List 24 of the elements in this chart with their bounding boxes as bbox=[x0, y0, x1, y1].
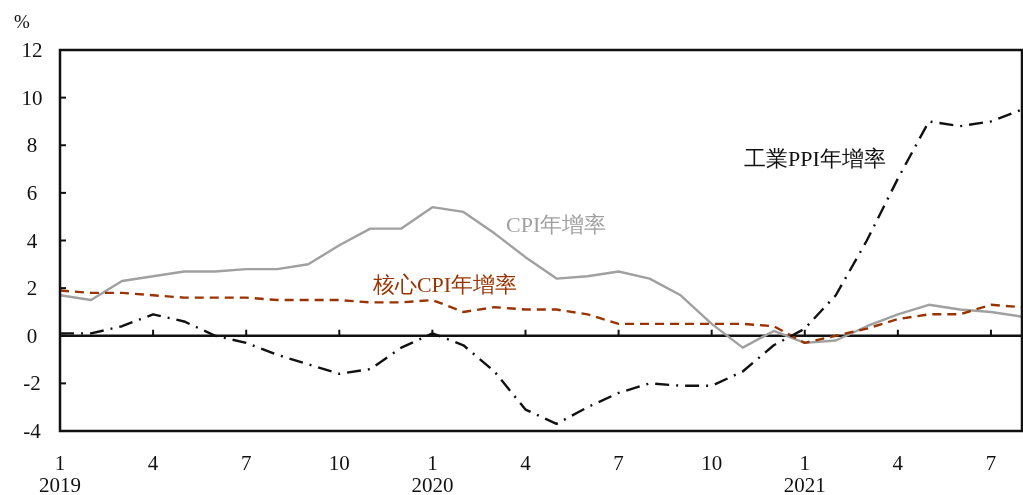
series-label: CPI年增率 bbox=[506, 212, 607, 237]
x-tick-label: 7 bbox=[613, 451, 624, 475]
series-label: 工業PPI年增率 bbox=[744, 146, 886, 171]
x-tick-label: 4 bbox=[520, 451, 532, 475]
series-label: 核心CPI年增率 bbox=[371, 272, 518, 297]
x-tick-label: 1 2020 bbox=[411, 451, 454, 495]
x-tick-label: 1 2019 bbox=[39, 451, 81, 495]
y-axis-title: % bbox=[14, 11, 31, 32]
x-tick-label: 4 bbox=[892, 451, 904, 475]
x-tick-label: 10 bbox=[328, 451, 350, 475]
y-tick-label: -4 bbox=[23, 419, 42, 443]
x-tick-label: 1 2021 bbox=[783, 451, 826, 495]
y-tick-label: 2 bbox=[26, 276, 38, 301]
y-tick-label: 12 bbox=[21, 38, 43, 62]
y-tick-label: 0 bbox=[26, 323, 38, 348]
y-tick-label: 6 bbox=[26, 180, 38, 205]
y-tick-label: 4 bbox=[26, 228, 38, 253]
y-tick-label: 8 bbox=[26, 133, 38, 158]
x-tick-label: 7 bbox=[985, 451, 997, 475]
x-tick-label: 10 bbox=[701, 451, 723, 475]
x-tick-label: 4 bbox=[147, 451, 159, 475]
y-tick-label: -2 bbox=[23, 371, 41, 396]
y-tick-label: 10 bbox=[21, 85, 43, 110]
x-tick-label: 7 bbox=[240, 451, 252, 475]
